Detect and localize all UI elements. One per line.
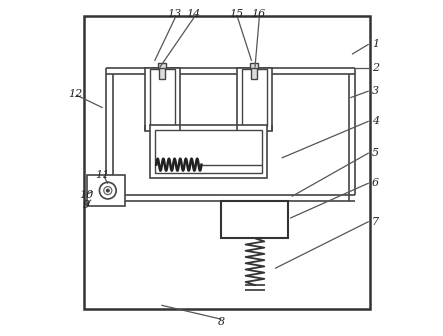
Text: 4: 4 — [372, 116, 379, 126]
Text: 8: 8 — [218, 317, 225, 327]
Text: 5: 5 — [372, 148, 379, 158]
Circle shape — [106, 189, 109, 192]
Bar — [252, 68, 257, 79]
Bar — [250, 63, 258, 69]
Bar — [150, 69, 175, 126]
Text: 1: 1 — [372, 39, 379, 49]
Text: 11: 11 — [96, 170, 110, 180]
Bar — [155, 129, 262, 173]
Bar — [159, 68, 165, 79]
Bar — [87, 175, 125, 207]
Text: 10: 10 — [79, 190, 93, 200]
Bar — [144, 68, 180, 131]
Bar — [237, 68, 272, 131]
Bar — [158, 63, 167, 69]
Bar — [222, 202, 288, 238]
Text: 2: 2 — [372, 62, 379, 73]
Text: 14: 14 — [186, 9, 200, 19]
Bar — [84, 16, 370, 308]
Text: 6: 6 — [372, 178, 379, 188]
Bar — [241, 69, 267, 126]
Text: 16: 16 — [251, 9, 265, 19]
Bar — [150, 125, 267, 178]
Text: 7: 7 — [372, 216, 379, 226]
Text: 15: 15 — [229, 9, 244, 19]
Text: 3: 3 — [372, 86, 379, 96]
Text: 9: 9 — [82, 200, 89, 210]
Text: 12: 12 — [68, 89, 82, 99]
Text: 13: 13 — [167, 9, 182, 19]
